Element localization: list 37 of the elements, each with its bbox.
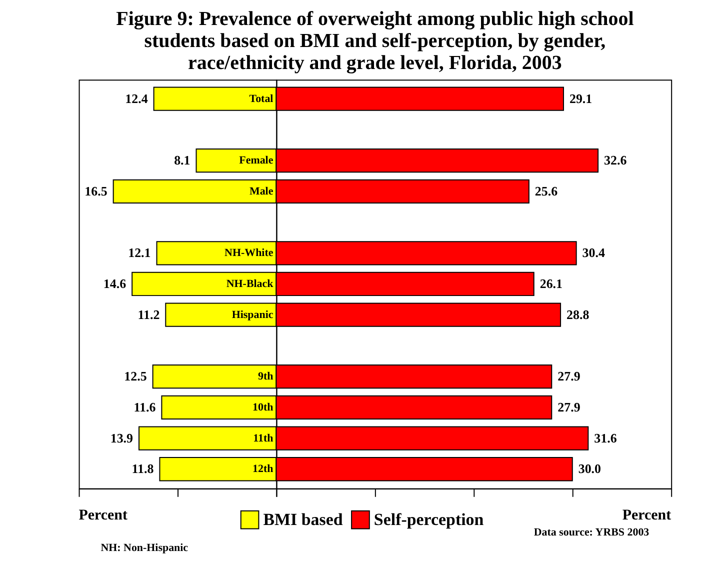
data-label: 29.1 bbox=[569, 90, 592, 106]
category-label: Female bbox=[239, 154, 274, 167]
data-label: 28.8 bbox=[566, 306, 590, 322]
data-label: 26.1 bbox=[540, 276, 563, 291]
data-label: 14.6 bbox=[103, 276, 127, 291]
category-label: 11th bbox=[253, 432, 274, 444]
data-label: 27.9 bbox=[558, 368, 581, 384]
data-label: 11.2 bbox=[138, 306, 160, 322]
category-label: Male bbox=[249, 185, 274, 198]
data-label: 11.8 bbox=[132, 461, 154, 476]
data-label: 12.4 bbox=[125, 90, 148, 106]
data-label: 30.0 bbox=[578, 461, 602, 476]
category-label: Hispanic bbox=[232, 308, 274, 321]
data-label: 12.5 bbox=[124, 368, 147, 384]
text: NH: Non-Hispanic bbox=[100, 542, 188, 554]
data-label: 8.1 bbox=[174, 152, 190, 168]
text: Figure 9: Prevalence of overweight among public high school students based on BMI and self-perception, by gender, race/ethnicity and grade level, Florida, 2003 bbox=[116, 8, 634, 74]
data-label: 25.6 bbox=[534, 183, 558, 198]
data-label: 16.5 bbox=[84, 183, 108, 198]
text: Percent bbox=[78, 507, 128, 524]
source-note: Data source: YRBS 2003 bbox=[534, 526, 650, 538]
data-label: 13.9 bbox=[110, 430, 134, 446]
category-label: 12th bbox=[252, 463, 274, 476]
category-label: NH-White bbox=[224, 247, 274, 260]
data-label: 30.4 bbox=[582, 245, 606, 260]
text: Percent bbox=[622, 507, 672, 524]
category-label: 10th bbox=[252, 401, 274, 414]
data-label: 31.6 bbox=[594, 430, 618, 446]
data-label: 32.6 bbox=[604, 152, 628, 168]
data-label: 11.6 bbox=[134, 399, 156, 414]
category-label: 9th bbox=[258, 370, 274, 383]
legend-label: BMI based bbox=[263, 510, 344, 529]
category-label: NH-Black bbox=[226, 278, 274, 290]
legend-label: Self-perception bbox=[374, 510, 484, 529]
category-label: Total bbox=[249, 92, 274, 105]
data-label: 12.1 bbox=[128, 245, 151, 260]
data-label: 27.9 bbox=[558, 399, 581, 414]
